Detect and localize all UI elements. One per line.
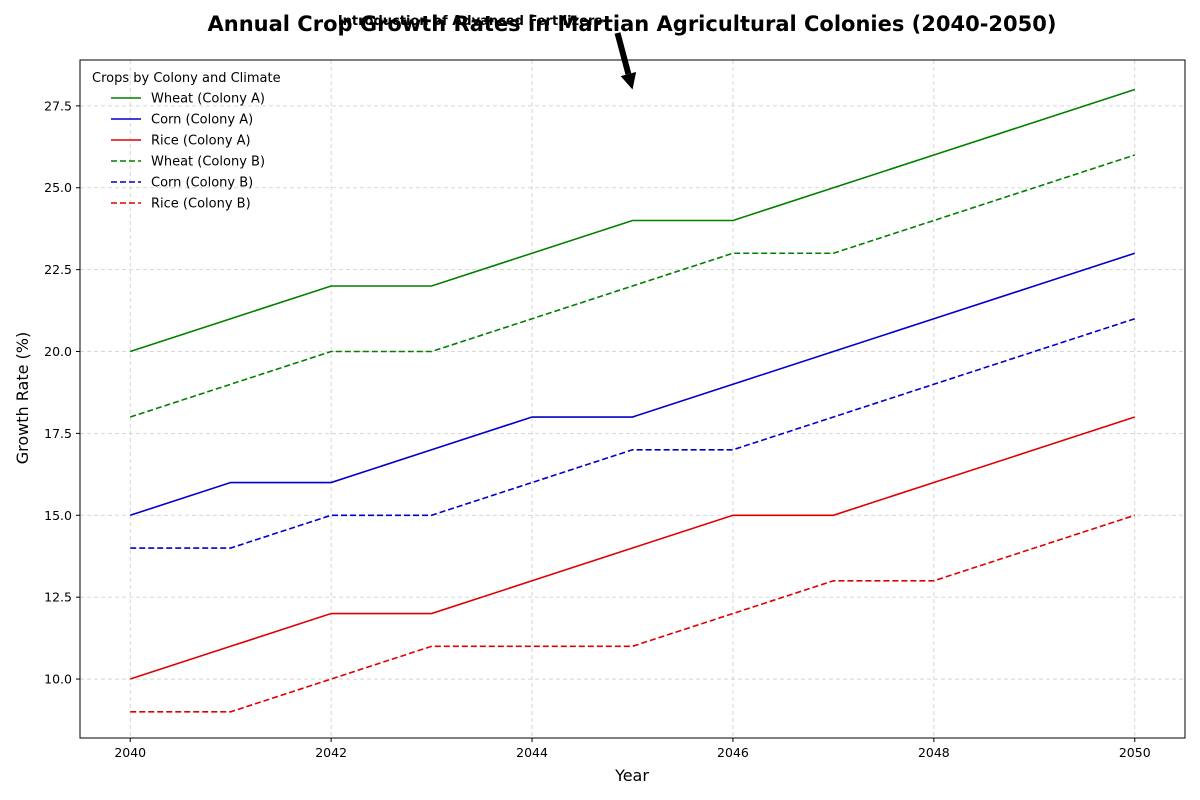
axis-ticks: 2040 2042 2044 2046 2048 2050 10.0 12.5 15.0 17.5…	[44, 98, 1151, 760]
series-line-wheat-colony-a	[129, 88, 1136, 353]
legend-entry-label: Corn (Colony B)	[151, 176, 253, 191]
legend: Crops by Colony and Climate Wheat (Colon…	[92, 71, 281, 212]
series-line-corn-colony-a	[129, 252, 1136, 517]
y-tick-label: 25.0	[44, 180, 72, 195]
series-line-rice-colony-a	[129, 416, 1136, 680]
x-tick-label: 2042	[315, 745, 347, 760]
x-tick-label: 2048	[918, 745, 950, 760]
annotation-arrow-head	[620, 71, 637, 90]
y-tick-label: 15.0	[44, 508, 72, 523]
legend-title: Crops by Colony and Climate	[92, 71, 281, 86]
y-tick-label: 17.5	[44, 426, 72, 441]
x-tick-label: 2040	[114, 745, 146, 760]
y-tick-label: 22.5	[44, 262, 72, 277]
series-lines	[129, 88, 1136, 713]
y-axis-label: Growth Rate (%)	[13, 332, 32, 464]
plot-frame	[79, 59, 1186, 739]
x-tick-label: 2050	[1119, 745, 1151, 760]
annotations: Introduction of Advanced Fertilizers	[338, 14, 637, 90]
x-axis-label: Year	[614, 766, 649, 785]
series-line-rice-colony-b	[130, 514, 1136, 713]
series-line-corn-colony-b	[130, 317, 1136, 549]
y-tick-label: 10.0	[44, 672, 72, 687]
y-tick-label: 20.0	[44, 344, 72, 359]
series-line-wheat-colony-b	[129, 154, 1136, 418]
annotation-arrow-shaft	[614, 32, 632, 75]
y-tick-label: 27.5	[44, 98, 72, 113]
x-tick-label: 2044	[516, 745, 548, 760]
legend-entry-label: Wheat (Colony A)	[151, 92, 265, 107]
annotation-text: Introduction of Advanced Fertilizers	[338, 14, 603, 29]
chart-title: Annual Crop Growth Rates in Martian Agri…	[208, 12, 1057, 36]
legend-entry-label: Corn (Colony A)	[151, 113, 253, 128]
legend-items: Wheat (Colony A) Corn (Colony A) Rice (Col…	[111, 92, 265, 212]
grid-lines	[80, 60, 1185, 738]
y-tick-label: 12.5	[44, 590, 72, 605]
legend-entry-label: Rice (Colony B)	[151, 197, 251, 212]
annotation: Introduction of Advanced Fertilizers	[338, 14, 637, 90]
x-tick-label: 2046	[717, 745, 749, 760]
legend-entry-label: Wheat (Colony B)	[151, 155, 265, 170]
legend-entry-label: Rice (Colony A)	[151, 134, 251, 149]
